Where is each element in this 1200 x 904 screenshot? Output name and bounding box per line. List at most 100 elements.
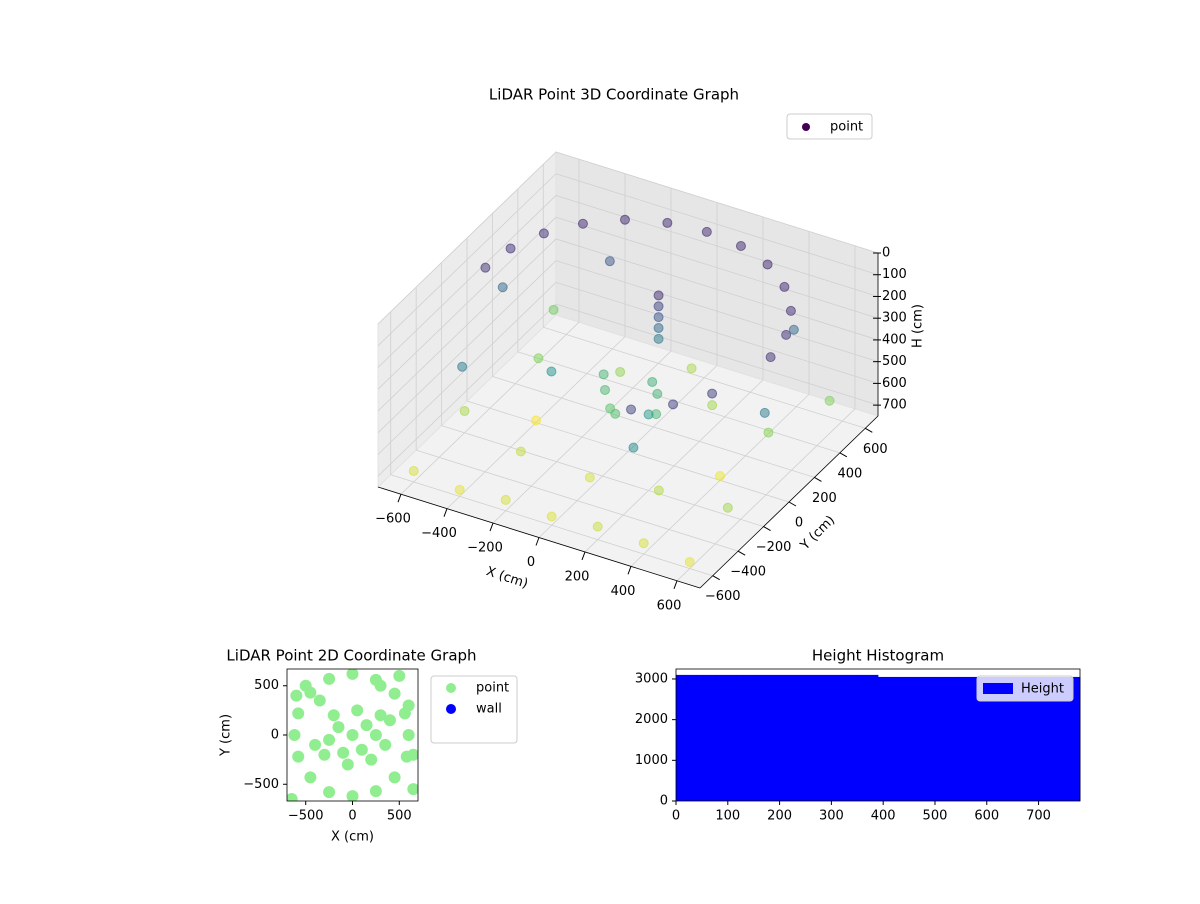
grid-line: [555, 260, 879, 363]
point: [407, 783, 418, 796]
point: [722, 502, 733, 513]
point: [505, 243, 516, 254]
point: [762, 259, 773, 270]
point: [323, 786, 336, 799]
x-tick: [673, 580, 678, 589]
y-tick: [763, 526, 771, 532]
grid-line: [555, 238, 879, 341]
point: [619, 214, 630, 225]
histogram-bar: [1059, 676, 1081, 801]
legend-label: wall: [476, 702, 502, 717]
grid-line: [377, 282, 557, 455]
point: [290, 689, 303, 702]
y-tick-label: −500: [243, 777, 279, 792]
point: [313, 694, 326, 707]
points: [287, 669, 418, 801]
legend-box: [976, 675, 1074, 702]
point: [383, 714, 396, 727]
grid-line: [377, 238, 557, 412]
grid-line: [543, 326, 866, 429]
legend-label: point: [830, 120, 863, 135]
grid-line: [390, 474, 713, 577]
histogram-bar: [756, 674, 778, 801]
x-tick: [627, 566, 632, 575]
point: [653, 323, 664, 334]
point: [309, 738, 322, 751]
point: [457, 361, 468, 372]
point: [707, 400, 718, 411]
z-tick-label: 200: [882, 289, 907, 304]
point: [365, 753, 378, 766]
grid-line: [377, 216, 557, 390]
y-tick: [788, 501, 797, 507]
histogram-bar: [958, 676, 980, 801]
point: [533, 353, 544, 364]
y-tick-label: 2000: [635, 712, 668, 727]
point: [288, 729, 301, 741]
point: [781, 329, 792, 340]
point: [341, 758, 354, 771]
point: [346, 790, 359, 801]
point: [337, 746, 350, 759]
point: [531, 415, 541, 426]
grid-line: [555, 173, 879, 276]
point: [638, 538, 649, 549]
y-tick-label: 400: [837, 466, 862, 481]
points: [408, 214, 835, 567]
histogram-bar: [837, 674, 859, 801]
x-tick-label: −500: [288, 809, 324, 824]
point: [369, 729, 382, 741]
point: [653, 333, 664, 344]
point: [546, 366, 557, 377]
point: [459, 406, 470, 417]
point: [763, 427, 774, 438]
histogram-bar: [696, 674, 717, 801]
x-tick-label: −600: [375, 512, 411, 527]
point: [393, 669, 406, 682]
x-tick-label: 400: [871, 809, 896, 824]
point: [299, 679, 312, 692]
y-tick: [712, 575, 720, 581]
point: [785, 305, 796, 316]
point: [360, 719, 373, 732]
point: [788, 324, 799, 335]
y-tick: [737, 550, 746, 556]
grid-line: [441, 425, 764, 527]
grid-line: [377, 151, 557, 325]
x-tick: [535, 537, 540, 546]
y-tick-label: 500: [254, 678, 279, 693]
point: [653, 312, 664, 323]
point: [374, 709, 387, 722]
x-tick-label: 0: [348, 809, 356, 824]
point: [292, 750, 305, 763]
point: [715, 471, 725, 482]
point: [686, 363, 697, 374]
y-axis-label: Y (cm): [219, 714, 234, 757]
point: [653, 290, 664, 301]
point: [402, 699, 415, 712]
legend-label: point: [476, 681, 509, 696]
grid-line: [492, 376, 815, 478]
x-tick-label: 600: [657, 598, 682, 613]
point: [323, 672, 336, 685]
point: [779, 281, 790, 292]
histogram-bar: [1039, 676, 1061, 801]
point: [346, 669, 359, 680]
grid-line: [377, 260, 557, 433]
histogram-bar: [979, 676, 1000, 801]
grid-line: [555, 195, 879, 297]
point: [304, 771, 317, 784]
point: [407, 748, 418, 761]
point: [701, 226, 712, 237]
grid-line: [416, 449, 739, 552]
histogram-bar: [736, 674, 758, 801]
y-tick-label: −400: [730, 565, 766, 580]
plot-frame: [675, 668, 1081, 802]
point: [598, 369, 609, 380]
point: [379, 738, 392, 751]
legend-patch: [983, 683, 1013, 694]
point: [643, 409, 654, 420]
grid-line: [377, 303, 557, 477]
histogram-bar: [797, 674, 818, 801]
point: [668, 399, 679, 410]
